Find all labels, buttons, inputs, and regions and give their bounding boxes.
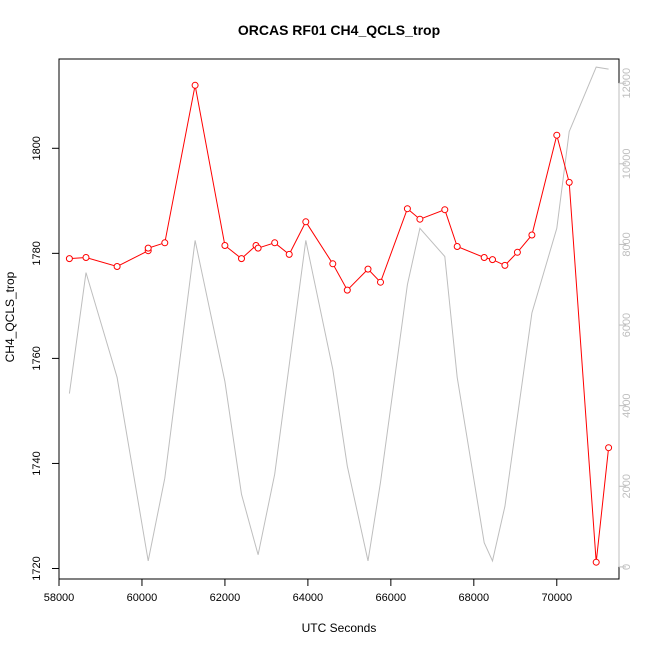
ch4-point [553,131,561,139]
y2-tick-label: 2000 [621,474,633,498]
y2-tick-label: 10000 [621,149,633,180]
y-tick-label: 1760 [31,346,43,370]
x-axis-label: UTC Seconds [302,621,377,635]
ch4-point [238,255,245,263]
ch4-point [65,255,73,263]
x-tick-label: 68000 [459,592,490,604]
ch4-point [161,239,169,247]
altitude-line [68,66,609,563]
x-tick-label: 62000 [210,592,241,604]
y-axis-right: 0 2000 4000 6000 8000 10000 12000 [618,68,633,570]
ch4-point [453,243,461,250]
ch4-point [441,206,449,214]
ch4-series [65,81,613,566]
x-axis: 58000 60000 62000 64000 66000 68000 70000 [44,578,572,604]
y-tick-label: 1780 [31,241,43,265]
ch4-point [592,558,600,566]
altitude-series [68,66,609,563]
ch4-point [221,242,229,249]
ch4-point [113,263,121,270]
ch4-point [480,254,488,261]
y-tick-label: 1740 [31,451,43,475]
ch4-point [489,256,496,264]
ch4-point [271,239,279,247]
x-tick-label: 58000 [44,592,75,604]
y2-tick-label: 6000 [621,313,633,337]
ch4-point [329,260,337,268]
ch4-point [403,205,411,213]
y2-tick-label: 4000 [621,393,633,417]
y-axis: 1720 1740 1760 1780 1800 [31,136,60,581]
ch4-point [513,248,521,256]
ch4-point [191,81,199,89]
ch4-point [565,178,573,186]
ch4-point [528,231,536,239]
ch4-point [144,244,152,252]
ch4-point [364,265,372,273]
y-tick-label: 1720 [31,556,43,580]
x-tick-label: 64000 [293,592,324,604]
ch4-point [416,215,424,223]
chart-title: ORCAS RF01 CH4_QCLS_trop [238,22,440,38]
x-tick-label: 66000 [376,592,407,604]
ch4-point [501,261,509,269]
y2-tick-label: 8000 [621,232,633,256]
ch4-point [285,250,293,258]
y-tick-label: 1800 [31,136,43,160]
ch4-point [605,444,613,452]
ch4-point [254,244,262,252]
ch4-point [377,278,384,286]
y2-tick-label: 0 [621,564,633,570]
ch4-point [82,254,90,261]
x-tick-label: 60000 [127,592,158,604]
x-tick-label: 70000 [541,592,572,604]
y2-tick-label: 12000 [621,68,633,99]
ch4-point [302,218,310,226]
ch4-point [343,286,351,294]
y-axis-label: CH4_QCLS_trop [3,271,17,362]
